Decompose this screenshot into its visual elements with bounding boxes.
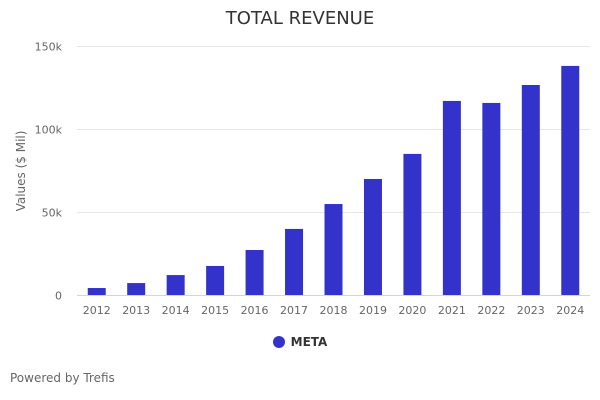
bar-chart: 0 50k 100k 150k Values ($ Mil) 2012 2013 2014… bbox=[14, 41, 590, 317]
bar-2013[interactable] bbox=[127, 283, 146, 295]
x-tick-label: 2019 bbox=[359, 304, 387, 317]
bar-2020[interactable] bbox=[403, 153, 422, 295]
powered-by-credit: Powered by Trefis bbox=[10, 371, 115, 385]
bars bbox=[87, 65, 580, 295]
x-tick-label: 2021 bbox=[438, 304, 466, 317]
bar-2014[interactable] bbox=[166, 275, 185, 295]
bar-2022[interactable] bbox=[482, 102, 501, 295]
gridlines bbox=[77, 46, 590, 213]
x-tick-label: 2014 bbox=[162, 304, 190, 317]
y-tick-label: 0 bbox=[55, 290, 62, 303]
bar-2024[interactable] bbox=[561, 65, 580, 295]
y-tick-label: 100k bbox=[35, 124, 63, 137]
y-tick-label: 150k bbox=[35, 41, 63, 54]
x-tick-label: 2013 bbox=[122, 304, 150, 317]
bar-2016[interactable] bbox=[245, 250, 264, 295]
x-tick-label: 2018 bbox=[320, 304, 348, 317]
bar-2015[interactable] bbox=[206, 265, 225, 295]
x-tick-label: 2020 bbox=[398, 304, 426, 317]
x-tick-label: 2017 bbox=[280, 304, 308, 317]
x-tick-label: 2015 bbox=[201, 304, 229, 317]
x-tick-label: 2016 bbox=[241, 304, 269, 317]
bar-2019[interactable] bbox=[363, 178, 382, 295]
bar-2018[interactable] bbox=[324, 204, 343, 295]
x-tick-label: 2023 bbox=[517, 304, 545, 317]
y-axis-label: Values ($ Mil) bbox=[14, 131, 28, 212]
x-tick-label: 2012 bbox=[83, 304, 111, 317]
bar-2012[interactable] bbox=[87, 288, 106, 295]
bar-2017[interactable] bbox=[285, 228, 304, 295]
x-axis-ticks: 2012 2013 2014 2015 2016 2017 2018 2019 2020 2021… bbox=[83, 304, 585, 317]
x-tick-label: 2022 bbox=[477, 304, 505, 317]
legend[interactable]: META bbox=[0, 335, 600, 349]
bar-2021[interactable] bbox=[442, 100, 461, 295]
bar-2023[interactable] bbox=[521, 85, 540, 295]
legend-marker-icon bbox=[272, 336, 285, 348]
legend-label: META bbox=[290, 335, 328, 349]
chart-title: TOTAL REVENUE bbox=[225, 8, 375, 29]
y-axis-ticks: 0 50k 100k 150k bbox=[35, 41, 63, 303]
x-tick-label: 2024 bbox=[556, 304, 584, 317]
y-tick-label: 50k bbox=[42, 207, 63, 220]
